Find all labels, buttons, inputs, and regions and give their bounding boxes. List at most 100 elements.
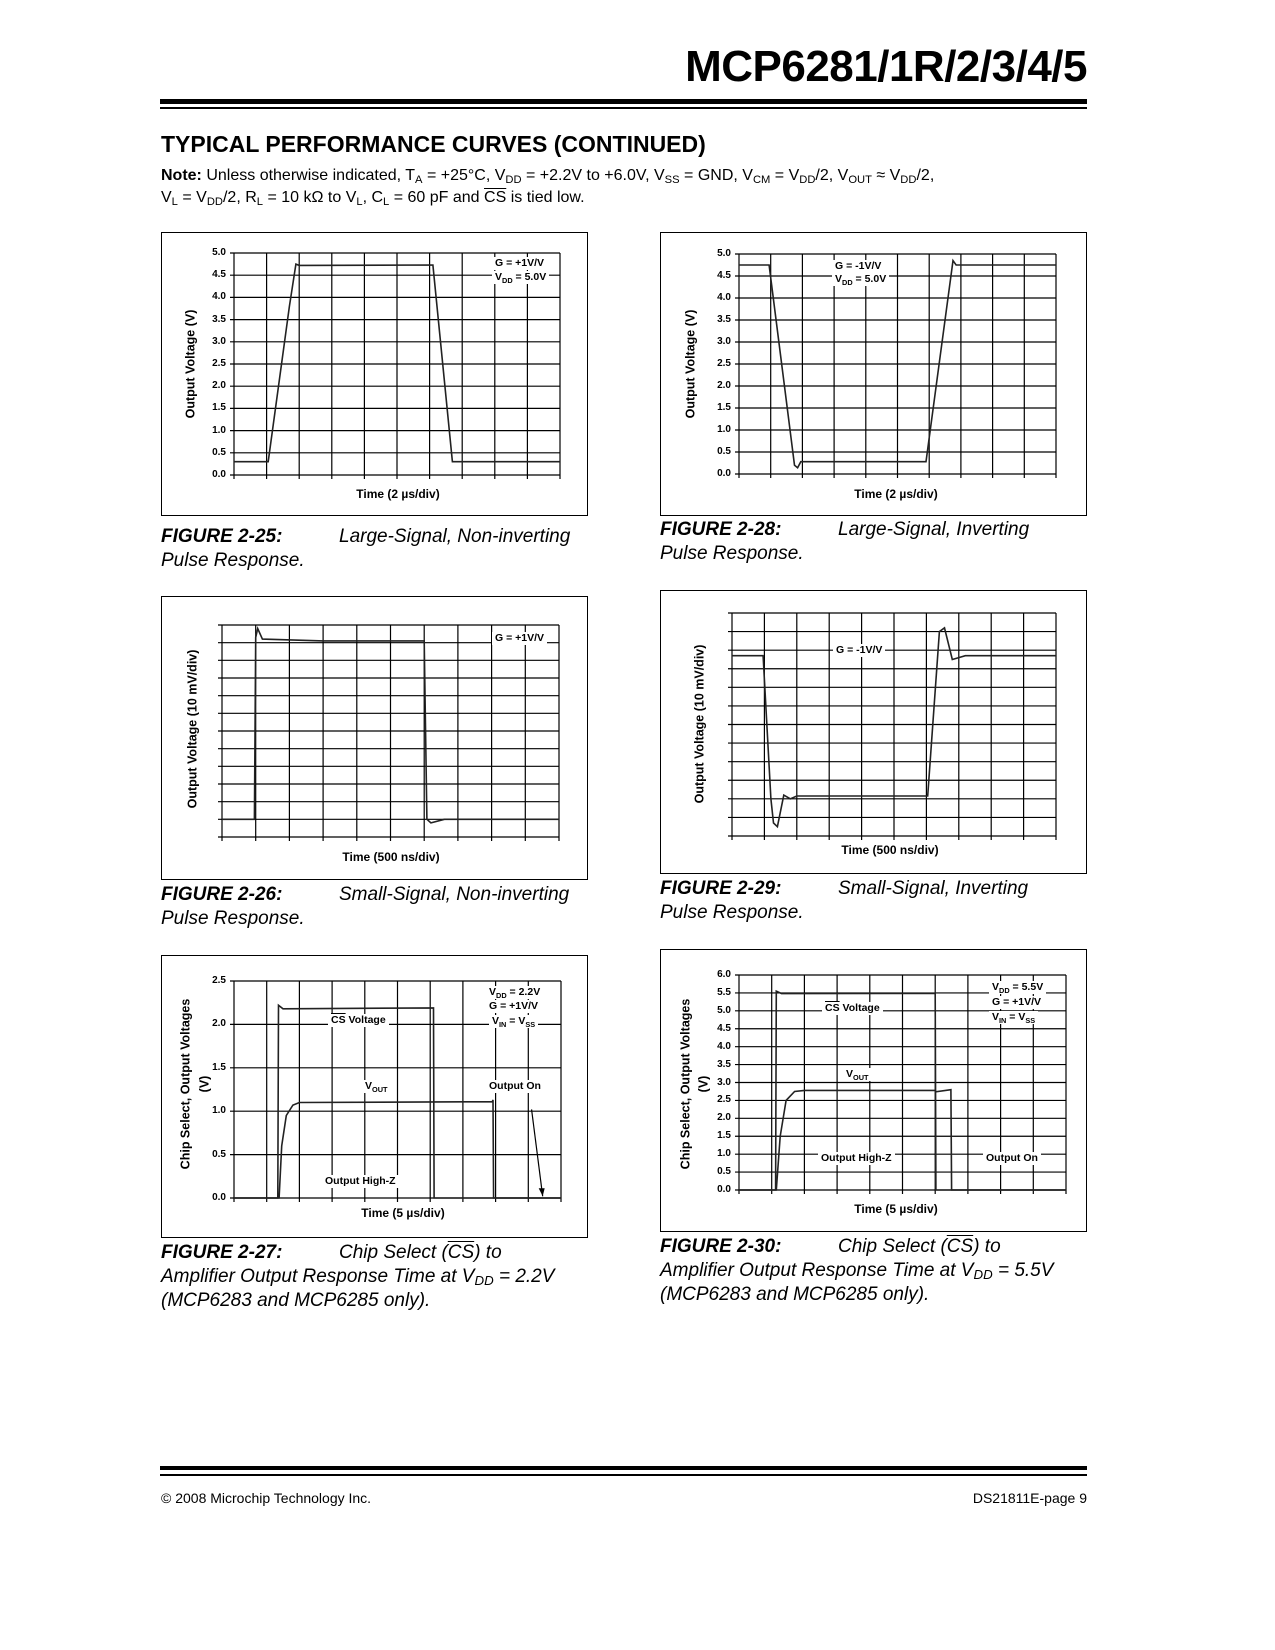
chart-annotation: VIN = VSS [489, 1015, 539, 1028]
text-segment: V [835, 273, 843, 285]
note-line-1: Note: Unless otherwise indicated, TA = +… [161, 167, 934, 186]
arrowhead-icon [538, 1188, 545, 1197]
x-axis-label: Time (5 µs/div) [854, 1202, 938, 1216]
chart-annotation: CS Voltage [328, 1014, 389, 1027]
header-rule-thin [160, 107, 1087, 109]
caption-text: Chip Select (CS) to [838, 1236, 1001, 1257]
series-line-vout [234, 1099, 561, 1199]
text-segment: = V [1006, 1011, 1026, 1023]
y-tick-label: 3.5 [212, 313, 226, 325]
y-tick-label: 1.5 [212, 402, 226, 414]
chart-fig-2-27: 0.0 0.5 1.0 1.5 2.0 2.5 Time (5 µs/div) Chip Se… [161, 955, 588, 1238]
caption-text: Large-Signal, Non-inverting [339, 526, 570, 547]
footer-rule-thick [160, 1466, 1087, 1470]
caption-label: FIGURE 2-29: [660, 878, 782, 899]
y-tick-label: 2.0 [212, 1018, 226, 1030]
text-segment: Output High-Z [325, 1175, 396, 1187]
text-segment: DD [474, 1273, 494, 1288]
y-axis-label: Chip Select, Output Voltages [678, 998, 693, 1170]
y-tick-label: 1.5 [717, 1130, 731, 1142]
text-segment: Amplifier Output Response Time at V [161, 1266, 475, 1287]
series-line-vout [739, 1088, 1066, 1191]
text-segment: DD [206, 196, 223, 208]
chart-annotation: G = -1V/V [833, 644, 886, 657]
caption-text: Pulse Response. [161, 907, 569, 931]
x-axis-label: Time (5 µs/div) [361, 1206, 445, 1220]
text-segment: Pulse Response. [660, 902, 804, 923]
text-segment: OUT [848, 174, 872, 186]
y-tick-label: 5.0 [212, 247, 226, 258]
y-tick-label: 0.5 [212, 446, 226, 458]
y-tick-label: 5.0 [717, 1004, 731, 1016]
text-segment: Small-Signal, Non-inverting [339, 884, 570, 905]
y-tick-label: 0.0 [212, 1192, 226, 1203]
document-title: MCP6281/1R/2/3/4/5 [685, 42, 1087, 91]
text-segment: G = +1V/V [495, 632, 545, 644]
text-segment: L [383, 196, 390, 208]
text-segment: G = -1V/V [835, 260, 882, 272]
caption-text: Chip Select (CS) to [339, 1242, 502, 1263]
text-segment: V [161, 189, 172, 206]
text-segment: Output On [489, 1080, 541, 1092]
text-segment: (MCP6283 and MCP6285 only). [161, 1290, 431, 1311]
header-rule-thick [160, 99, 1087, 104]
y-tick-label: 0.0 [717, 1184, 731, 1195]
x-axis-label: Time (500 ns/div) [841, 843, 939, 857]
y-tick-label: 1.0 [212, 1105, 226, 1117]
chart-annotation: Output High-Z [322, 1175, 399, 1188]
caption-text: Small-Signal, Inverting [838, 878, 1028, 899]
chart-fig-2-29: Time (500 ns/div) Output Voltage (10 mV/d… [660, 590, 1087, 874]
chart-fig-2-26: Time (500 ns/div) Output Voltage (10 mV/d… [161, 596, 588, 880]
caption-text: (MCP6283 and MCP6285 only). [161, 1289, 554, 1313]
text-segment: CM [752, 174, 771, 186]
text-segment: V [492, 1015, 500, 1027]
caption-label: FIGURE 2-28: [660, 519, 782, 540]
text-segment: DD [496, 991, 507, 1000]
y-tick-label: 3.0 [717, 336, 731, 347]
text-segment: Voltage [839, 1002, 880, 1014]
y-tick-label: 2.0 [717, 1112, 731, 1124]
chart-annotation: VDD = 2.2V [486, 986, 544, 1000]
caption-label: FIGURE 2-25: [161, 526, 283, 547]
y-tick-label: 4.0 [212, 291, 226, 303]
text-segment: = GND, V [679, 167, 753, 184]
caption-label: FIGURE 2-26: [161, 884, 283, 905]
y-tick-label: 6.0 [717, 969, 731, 980]
text-segment: Small-Signal, Inverting [838, 878, 1029, 899]
y-tick-label: 4.5 [212, 269, 226, 281]
caption-fig-2-26: FIGURE 2-26: Small-Signal, Non-inverting … [161, 883, 569, 931]
y-tick-label: 1.5 [212, 1061, 226, 1073]
text-segment: , C [362, 189, 384, 206]
text-segment: = +2.2V to +6.0V, V [521, 167, 665, 184]
text-segment: SS [664, 174, 680, 186]
y-tick-label: 3.5 [717, 1058, 731, 1070]
plot-area [218, 624, 560, 841]
text-segment: G = +1V/V [489, 1000, 539, 1012]
y-axis-label: Chip Select, Output Voltages [178, 998, 193, 1170]
y-tick-label: 1.5 [717, 402, 731, 413]
y-tick-label: 2.5 [212, 975, 226, 986]
footer-copyright: © 2008 Microchip Technology Inc. [161, 1490, 372, 1506]
y-axis-label: Output Voltage (V) [183, 309, 198, 419]
text-segment: /2, R [222, 189, 257, 206]
chart-annotation: CS Voltage [822, 1002, 883, 1015]
y-tick-label: 4.0 [717, 292, 731, 303]
chart-annotation: Output High-Z [818, 1152, 895, 1165]
plot-area [230, 252, 561, 479]
text-segment: Large-Signal, Non-inverting [339, 526, 571, 547]
text-segment: G = -1V/V [836, 644, 883, 656]
caption-text: Amplifier Output Response Time at VDD = … [660, 1259, 1053, 1283]
caption-fig-2-27: FIGURE 2-27: Chip Select (CS) to Amplifie… [161, 1241, 554, 1313]
text-segment: Voltage [345, 1014, 386, 1026]
y-axis-label: (V) [696, 1075, 711, 1093]
text-segment: V [846, 1068, 854, 1080]
chart-fig-2-25: 0.0 0.5 1.0 1.5 2.0 2.5 3.0 3.5 4.0 4.5 5.0 Time (2… [161, 232, 588, 516]
y-axis-label: Output Voltage (V) [683, 309, 698, 419]
text-segment: ) to [474, 1242, 502, 1263]
caption-fig-2-30: FIGURE 2-30: Chip Select (CS) to Amplifie… [660, 1235, 1053, 1307]
text-segment: V [489, 986, 497, 998]
chart-annotation: Output On [486, 1080, 544, 1093]
text-segment: Pulse Response. [161, 550, 305, 571]
series-line-0 [732, 626, 1056, 829]
series-line-0 [222, 625, 559, 824]
